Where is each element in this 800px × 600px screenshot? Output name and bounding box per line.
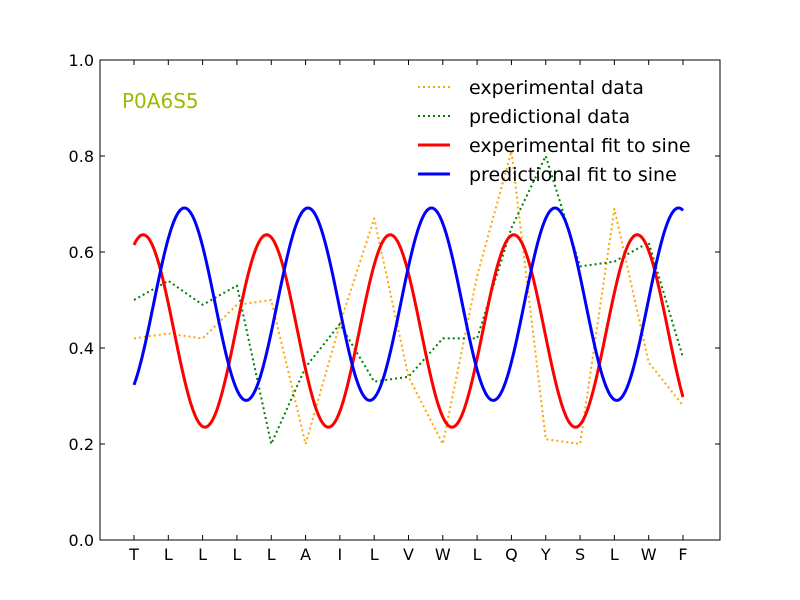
x-tick-label: S xyxy=(575,545,585,564)
legend-label: experimental data xyxy=(469,77,644,99)
x-tick-label: L xyxy=(473,545,482,564)
x-tick-label: Q xyxy=(505,545,518,564)
legend-label: predictional fit to sine xyxy=(469,164,677,186)
y-axis: 0.0 0.2 0.4 0.6 0.8 1.0 xyxy=(69,51,720,550)
series-layer xyxy=(132,150,685,445)
x-tick-label: L xyxy=(164,545,173,564)
plot-frame xyxy=(99,59,721,541)
legend-label: experimental fit to sine xyxy=(469,135,691,157)
x-tick-label: L xyxy=(370,545,379,564)
x-tick-label: W xyxy=(641,545,657,564)
x-tick-label: T xyxy=(128,545,139,564)
series-line-3 xyxy=(132,233,685,429)
series-line-1 xyxy=(133,150,684,445)
legend-label: predictional data xyxy=(469,106,630,128)
x-tick-label: A xyxy=(300,545,311,564)
protein-id-annotation: P0A6S5 xyxy=(122,89,199,113)
y-tick-label: 0.2 xyxy=(69,435,94,454)
x-tick-label: V xyxy=(403,545,414,564)
y-tick-label: 0.8 xyxy=(69,147,94,166)
x-tick-label: Y xyxy=(540,545,551,564)
y-tick-label: 0.4 xyxy=(69,339,94,358)
x-tick-label: I xyxy=(338,545,343,564)
y-tick-label: 0.0 xyxy=(69,531,94,550)
x-tick-label: L xyxy=(232,545,241,564)
y-tick-label: 0.6 xyxy=(69,243,94,262)
x-tick-label: L xyxy=(198,545,207,564)
y-tick-label: 1.0 xyxy=(69,51,94,70)
x-tick-label: L xyxy=(610,545,619,564)
x-tick-label: W xyxy=(435,545,451,564)
x-tick-label: F xyxy=(678,545,687,564)
legend: experimental data predictional data experi… xyxy=(418,77,691,186)
series-line-4 xyxy=(132,206,685,402)
x-tick-label: L xyxy=(267,545,276,564)
series-line-2 xyxy=(133,155,684,445)
